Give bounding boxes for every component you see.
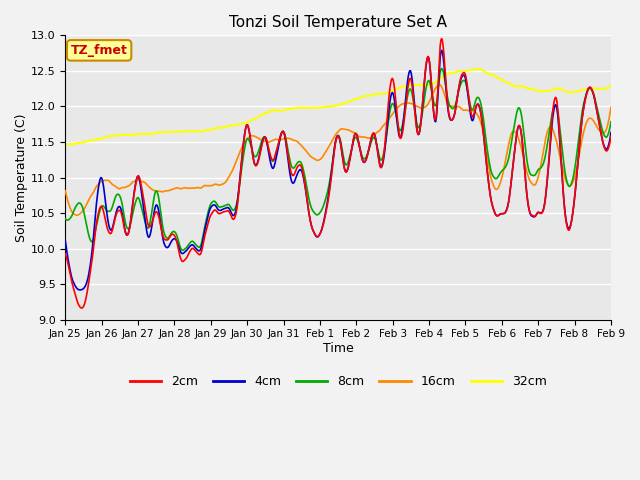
2cm — [61, 251, 69, 257]
4cm — [77, 287, 84, 293]
4cm — [212, 204, 220, 210]
2cm — [405, 78, 413, 84]
8cm — [212, 200, 220, 206]
4cm — [438, 48, 445, 53]
X-axis label: Time: Time — [323, 342, 353, 355]
2cm — [184, 253, 191, 259]
Y-axis label: Soil Temperature (C): Soil Temperature (C) — [15, 113, 28, 242]
Line: 2cm: 2cm — [65, 38, 611, 308]
32cm — [420, 82, 428, 88]
Text: TZ_fmet: TZ_fmet — [70, 44, 127, 57]
Line: 16cm: 16cm — [65, 84, 611, 215]
2cm — [438, 36, 445, 41]
32cm — [471, 66, 479, 72]
2cm — [421, 71, 429, 77]
16cm — [61, 188, 69, 193]
8cm — [184, 243, 191, 249]
16cm — [421, 104, 429, 110]
4cm — [128, 206, 136, 212]
4cm — [61, 237, 69, 243]
32cm — [607, 83, 615, 89]
2cm — [607, 133, 615, 139]
32cm — [212, 125, 220, 131]
32cm — [404, 83, 412, 89]
2cm — [212, 208, 220, 214]
Title: Tonzi Soil Temperature Set A: Tonzi Soil Temperature Set A — [229, 15, 447, 30]
32cm — [61, 142, 69, 148]
16cm — [212, 181, 220, 187]
16cm — [405, 100, 413, 106]
32cm — [183, 129, 191, 134]
8cm — [438, 66, 445, 72]
32cm — [127, 132, 135, 138]
32cm — [71, 141, 79, 146]
16cm — [71, 212, 79, 217]
2cm — [128, 207, 136, 213]
8cm — [61, 216, 69, 222]
8cm — [71, 205, 79, 211]
Legend: 2cm, 4cm, 8cm, 16cm, 32cm: 2cm, 4cm, 8cm, 16cm, 32cm — [125, 370, 552, 393]
4cm — [405, 70, 413, 75]
16cm — [184, 185, 191, 191]
16cm — [128, 180, 136, 186]
8cm — [127, 217, 135, 223]
4cm — [71, 283, 79, 288]
4cm — [421, 73, 429, 79]
8cm — [405, 88, 413, 94]
16cm — [436, 82, 444, 87]
4cm — [184, 247, 191, 252]
2cm — [71, 291, 79, 297]
2cm — [78, 305, 86, 311]
16cm — [607, 104, 615, 110]
8cm — [607, 119, 615, 125]
4cm — [607, 130, 615, 135]
Line: 8cm: 8cm — [65, 69, 611, 250]
Line: 4cm: 4cm — [65, 50, 611, 290]
8cm — [179, 247, 187, 253]
8cm — [421, 92, 429, 97]
Line: 32cm: 32cm — [65, 69, 611, 145]
16cm — [73, 212, 81, 218]
